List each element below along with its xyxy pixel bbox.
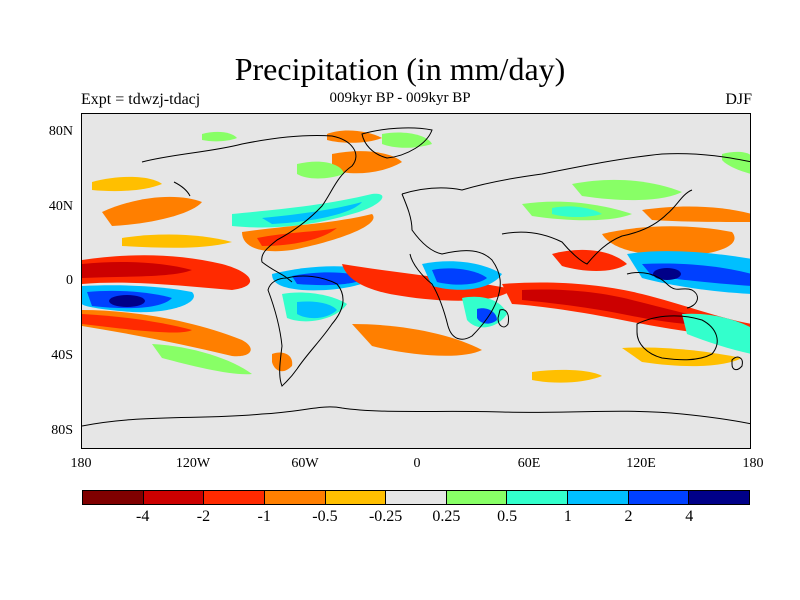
lon-tick-label: 180 — [742, 456, 764, 471]
colorbar-label: 2 — [624, 508, 633, 525]
anomaly-region — [653, 268, 681, 280]
lat-tick-label: 40S — [51, 348, 73, 363]
colorbar-label: 0.5 — [497, 508, 518, 525]
anomaly-region — [92, 176, 162, 192]
colorbar-label: -0.25 — [368, 508, 403, 525]
plot-subtitle: 009kyr BP - 009kyr BP — [329, 90, 471, 106]
coastline-maritime — [626, 271, 698, 309]
anomaly-region — [297, 301, 337, 319]
colorbar-label: 4 — [685, 508, 694, 525]
anomaly-fields — [82, 130, 750, 383]
plot-title: Precipitation (in mm/day) — [234, 51, 566, 87]
anomaly-region — [602, 226, 735, 256]
anomaly-region — [327, 130, 382, 143]
anomaly-region — [152, 344, 252, 375]
coastline-africa — [401, 193, 501, 340]
colorbar-swatch — [264, 491, 326, 504]
colorbar-label: 0.25 — [432, 508, 461, 525]
anomaly-region — [572, 179, 682, 201]
coastline-alaska — [173, 181, 191, 197]
colorbar-swatch — [568, 491, 629, 504]
colorbar-label: -2 — [196, 508, 211, 525]
lon-tick-label: 120E — [626, 456, 656, 471]
coastline-greenland — [361, 127, 433, 159]
colorbar-swatch — [386, 491, 447, 504]
lon-tick-label: 60E — [517, 456, 541, 471]
anomaly-region — [352, 324, 482, 356]
coastline-south-asia — [501, 189, 693, 265]
colorbar-swatch — [325, 491, 387, 504]
anomaly-region — [272, 352, 293, 372]
anomaly-region — [202, 131, 237, 142]
coastline-eurasia-north — [401, 153, 750, 195]
anomaly-region — [102, 196, 202, 226]
colorbar-swatch — [83, 491, 144, 504]
lat-tick-label: 80N — [48, 124, 73, 139]
map-panel — [81, 113, 751, 449]
coastline-new-zealand — [731, 356, 743, 371]
anomaly-region — [432, 268, 487, 285]
anomaly-region — [297, 161, 344, 179]
lon-tick-label: 60W — [291, 456, 319, 471]
lon-tick-label: 120W — [175, 456, 211, 471]
lon-tick-label: 0 — [413, 456, 421, 471]
anomaly-region — [82, 262, 192, 278]
experiment-label: Expt = tdwzj-tdacj — [81, 91, 201, 108]
lon-tick-label: 180 — [70, 456, 92, 471]
anomaly-region — [257, 228, 337, 246]
colorbar-label: -0.5 — [312, 508, 338, 525]
colorbar-swatch — [446, 491, 508, 504]
coastline-madagascar — [497, 309, 509, 328]
colorbar-label: -1 — [257, 508, 271, 525]
anomaly-region — [292, 272, 367, 286]
coastline-australia — [636, 315, 718, 361]
anomaly-region — [262, 202, 362, 224]
anomaly-region — [552, 206, 602, 217]
anomaly-region — [109, 295, 145, 307]
lat-tick-label: 0 — [66, 273, 73, 288]
colorbar-label: -4 — [136, 508, 150, 525]
colorbar — [82, 490, 750, 505]
colorbar-label: 1 — [563, 508, 572, 525]
lat-tick-label: 40N — [48, 199, 73, 214]
colorbar-swatch — [143, 491, 205, 504]
anomaly-region — [532, 369, 602, 383]
coastlines — [82, 127, 750, 427]
colorbar-swatch — [628, 491, 690, 504]
lat-tick-label: 80S — [51, 423, 73, 438]
anomaly-region — [642, 206, 750, 222]
coastline-north-america — [141, 134, 357, 283]
anomaly-region — [382, 132, 432, 148]
coastline-south-america — [267, 275, 344, 387]
colorbar-swatch — [507, 491, 569, 504]
season-label: DJF — [725, 91, 752, 108]
anomaly-region — [342, 264, 512, 301]
colorbar-swatch — [204, 491, 265, 504]
anomaly-region — [82, 314, 192, 333]
coastline-antarctica — [82, 406, 750, 427]
colorbar-swatch — [689, 491, 750, 504]
anomaly-region — [477, 308, 497, 324]
anomaly-region — [122, 234, 232, 248]
anomaly-region — [622, 347, 742, 367]
precipitation-map — [82, 114, 750, 448]
